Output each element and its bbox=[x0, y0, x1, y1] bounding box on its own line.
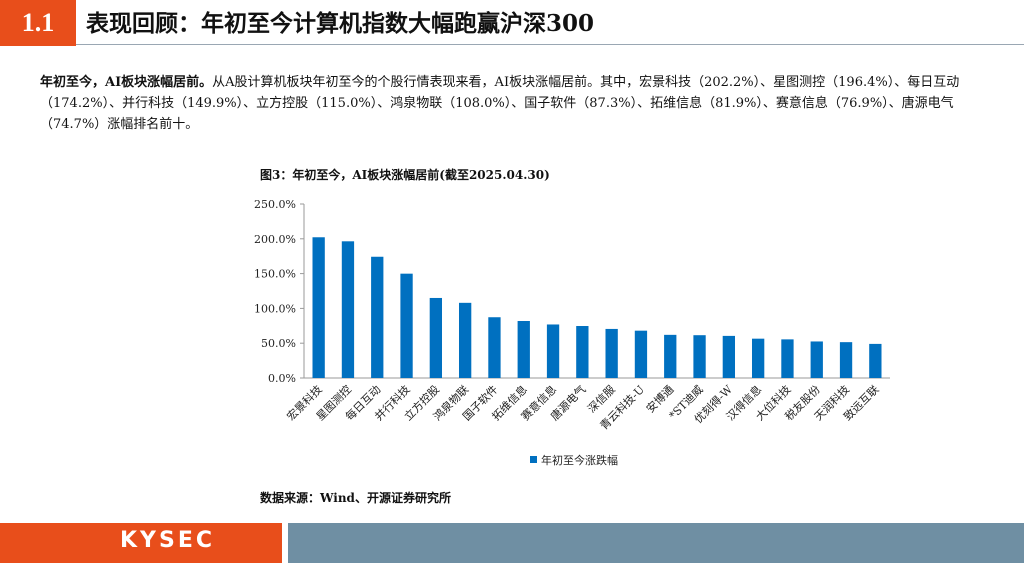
figure-caption: 图3：年初至今，AI板块涨幅居前(截至2025.04.30) bbox=[260, 168, 550, 182]
bar bbox=[341, 241, 355, 378]
bar bbox=[458, 302, 472, 378]
footer-band bbox=[288, 523, 1024, 563]
x-axis-labels: 宏景科技星图测控每日互动并行科技立方控股鸿泉物联国子软件拓维信息赛意信息唐源电气… bbox=[284, 382, 882, 433]
bar-chart: 0.0% 50.0% 100.0% 150.0% 200.0% 250.0% 宏景科技星图… bbox=[254, 198, 890, 467]
bar bbox=[751, 338, 765, 378]
y-tick-label: 50.0% bbox=[261, 337, 296, 350]
page-title: 表现回顾：年初至今计算机指数大幅跑赢沪深300 bbox=[86, 10, 595, 37]
bar bbox=[722, 335, 736, 378]
bar bbox=[400, 273, 413, 378]
bar bbox=[576, 326, 589, 378]
bar bbox=[869, 343, 882, 378]
bar bbox=[605, 328, 618, 378]
bar bbox=[517, 320, 530, 378]
bar bbox=[781, 339, 794, 378]
data-source-note: 数据来源：Wind、开源证券研究所 bbox=[260, 491, 451, 505]
y-tick-label: 100.0% bbox=[254, 302, 296, 315]
y-tick-label: 0.0% bbox=[268, 372, 296, 385]
bar-series bbox=[312, 237, 882, 378]
summary-body: 从A股计算机板块年初至今的个股行情表现来看，AI板块涨幅居前。其中，宏景科技（2… bbox=[40, 75, 960, 132]
y-axis: 0.0% 50.0% 100.0% 150.0% 200.0% 250.0% bbox=[254, 198, 890, 385]
bar bbox=[429, 297, 443, 378]
summary-paragraph: 年初至今，AI板块涨幅居前。从A股计算机板块年初至今的个股行情表现来看，AI板块… bbox=[40, 72, 1010, 135]
y-tick-label: 250.0% bbox=[254, 198, 296, 211]
bar bbox=[546, 324, 560, 378]
kysec-logo: KYSEC bbox=[120, 528, 215, 553]
bar bbox=[664, 334, 677, 378]
summary-lead: 年初至今，AI板块涨幅居前。 bbox=[40, 75, 213, 90]
chart-legend: 年初至今涨跌幅 bbox=[530, 453, 618, 467]
legend-swatch bbox=[530, 456, 537, 463]
y-tick-label: 150.0% bbox=[254, 268, 296, 281]
bar bbox=[312, 237, 325, 378]
y-tick-label: 200.0% bbox=[254, 233, 296, 246]
bar bbox=[839, 342, 853, 378]
section-number-badge: 1.1 bbox=[0, 0, 76, 46]
legend-label: 年初至今涨跌幅 bbox=[541, 453, 618, 467]
bar bbox=[693, 335, 706, 378]
footer-logo-band bbox=[0, 523, 282, 563]
title-divider bbox=[76, 44, 1024, 45]
bar bbox=[488, 317, 501, 378]
bar bbox=[810, 341, 823, 378]
bar bbox=[634, 330, 648, 378]
bar bbox=[371, 256, 384, 378]
